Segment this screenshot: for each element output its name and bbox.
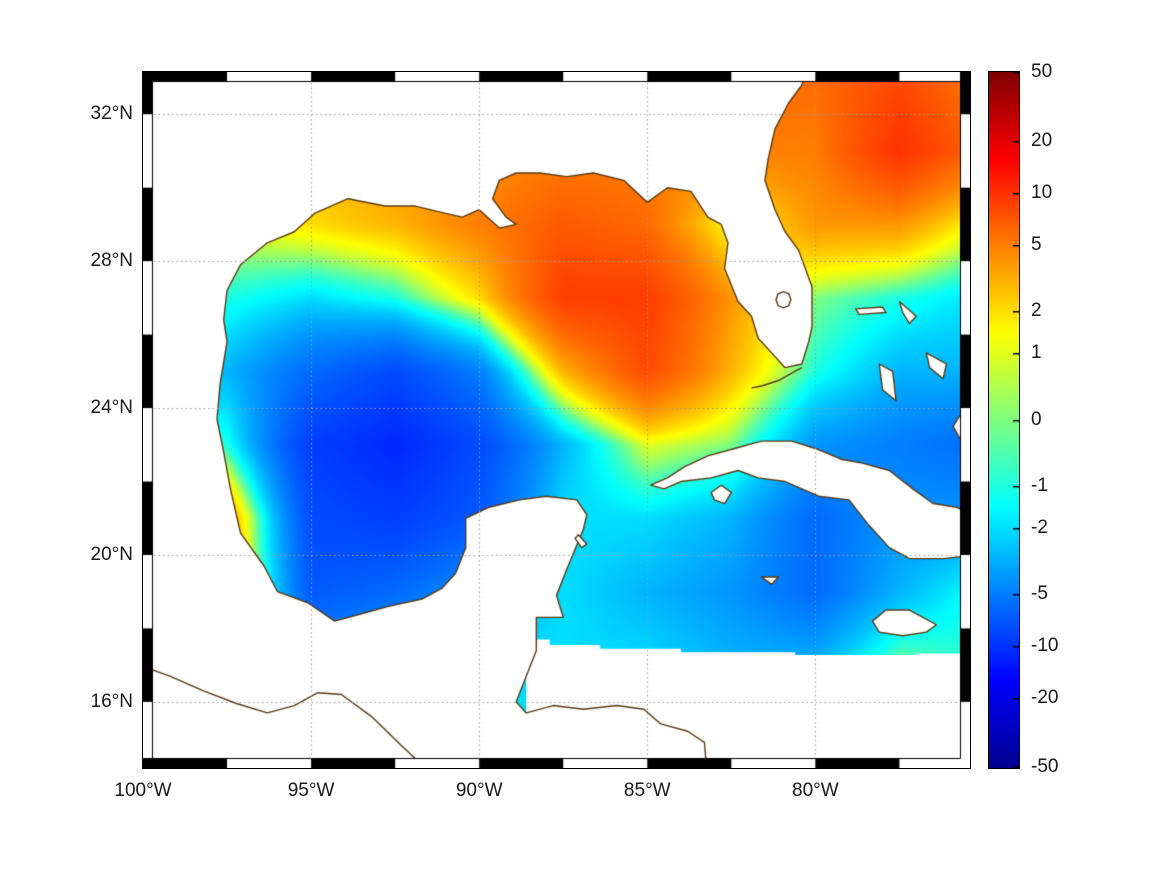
map-plot-canvas [142,71,971,769]
colorbar-tick-label: 0 [1031,408,1042,430]
colorbar-tick-label: 10 [1031,182,1053,204]
colorbar-tick-label: -50 [1031,756,1059,777]
colorbar-tick-label: -10 [1031,634,1059,656]
x-tick-label: 95°W [287,780,335,801]
y-tick-label: 24°N [90,397,133,419]
y-tick-label: 28°N [90,250,133,272]
colorbar-canvas [988,71,1020,769]
y-tick-label: 16°N [90,690,133,712]
y-tick-label: 32°N [90,103,133,125]
x-tick-label: 90°W [455,780,503,801]
colorbar-tick-label: 1 [1031,341,1042,363]
x-tick-label: 100°W [114,780,172,801]
colorbar-tick-label: 20 [1031,130,1053,152]
colorbar-tick-label: -1 [1031,475,1048,496]
x-tick-label: 80°W [792,780,839,801]
colorbar-tick-label: 2 [1031,299,1042,321]
y-tick-label: 20°N [90,543,133,565]
colorbar-tick-label: 5 [1031,234,1042,255]
colorbar-tick-label: -5 [1031,582,1048,604]
x-tick-label: 85°W [623,780,671,801]
colorbar-tick-label: -20 [1031,686,1059,708]
colorbar-tick-label: 50 [1031,61,1053,82]
colorbar-tick-label: -2 [1031,517,1048,539]
